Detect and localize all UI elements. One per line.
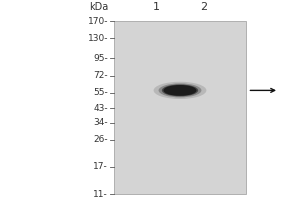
Text: 43-: 43- xyxy=(93,104,108,113)
Text: 1: 1 xyxy=(152,2,160,12)
Text: 55-: 55- xyxy=(93,88,108,97)
Text: 95-: 95- xyxy=(93,54,108,63)
Ellipse shape xyxy=(154,82,206,99)
Ellipse shape xyxy=(159,83,202,97)
Text: 11-: 11- xyxy=(93,190,108,199)
Bar xyxy=(114,21,246,194)
Ellipse shape xyxy=(162,84,198,96)
Ellipse shape xyxy=(164,85,196,96)
Text: 17-: 17- xyxy=(93,162,108,171)
Text: kDa: kDa xyxy=(89,2,108,12)
Text: 2: 2 xyxy=(200,2,208,12)
Text: 34-: 34- xyxy=(93,118,108,127)
Text: 170-: 170- xyxy=(88,17,108,26)
Text: 72-: 72- xyxy=(93,71,108,80)
Text: 130-: 130- xyxy=(88,34,108,43)
Text: 26-: 26- xyxy=(93,135,108,144)
